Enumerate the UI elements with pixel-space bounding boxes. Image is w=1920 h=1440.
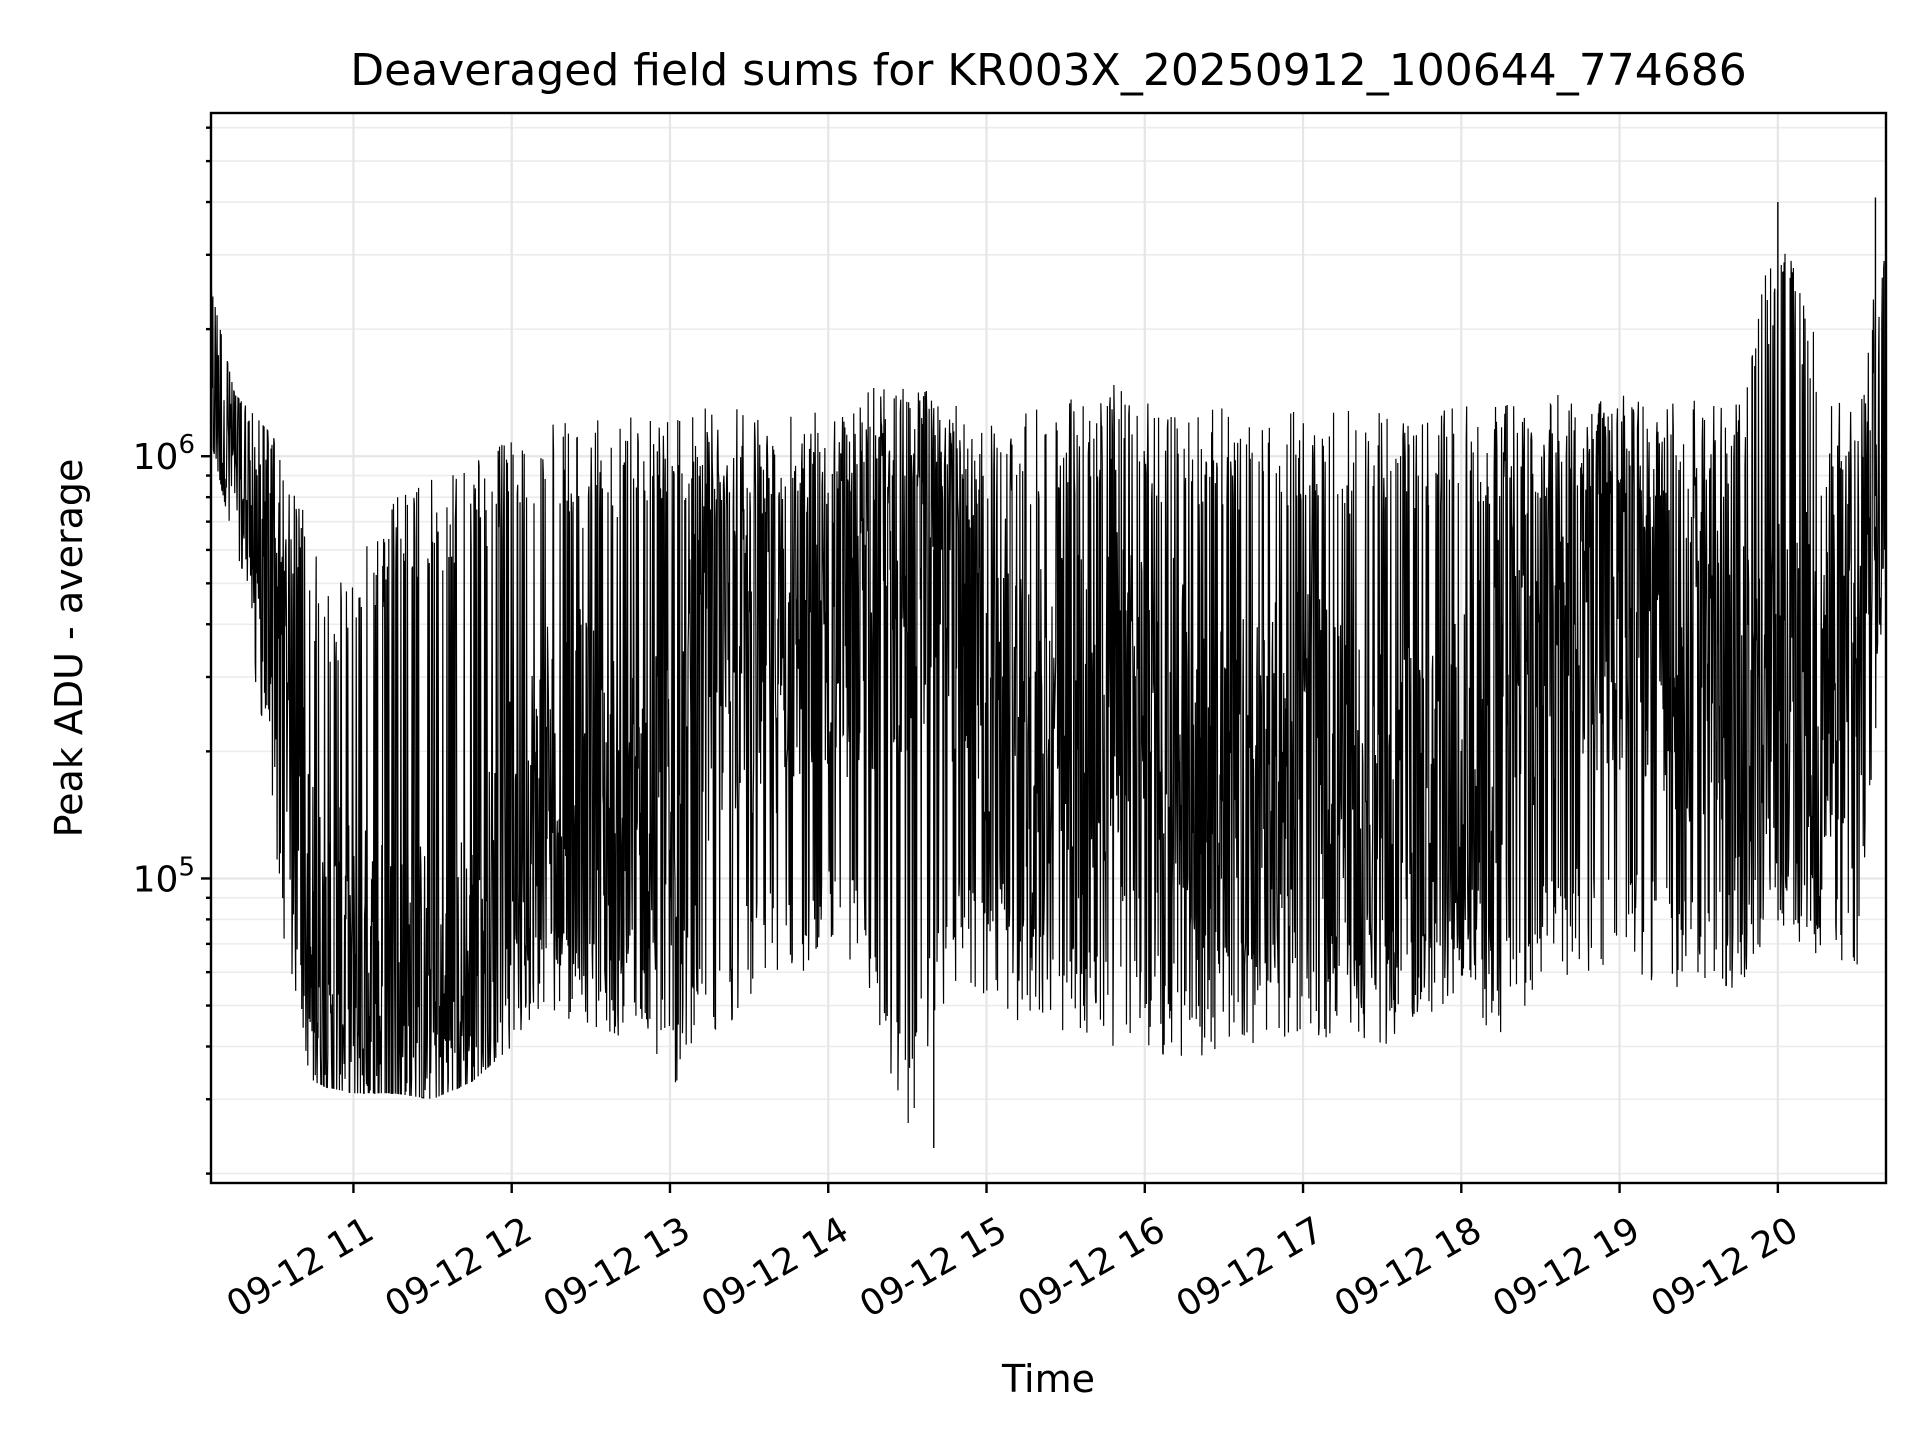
plot-frame — [209, 111, 1888, 1185]
series-layer — [210, 197, 1887, 1148]
y-tick-exponent: 6 — [178, 430, 195, 460]
y-axis-label: Peak ADU - average — [47, 459, 91, 838]
chart-title: Deaveraged field sums for KR003X_2025091… — [350, 45, 1746, 96]
x-axis-label: Time — [1001, 1357, 1095, 1401]
series-line — [210, 253, 1887, 1124]
y-tick-exponent: 5 — [178, 852, 195, 882]
